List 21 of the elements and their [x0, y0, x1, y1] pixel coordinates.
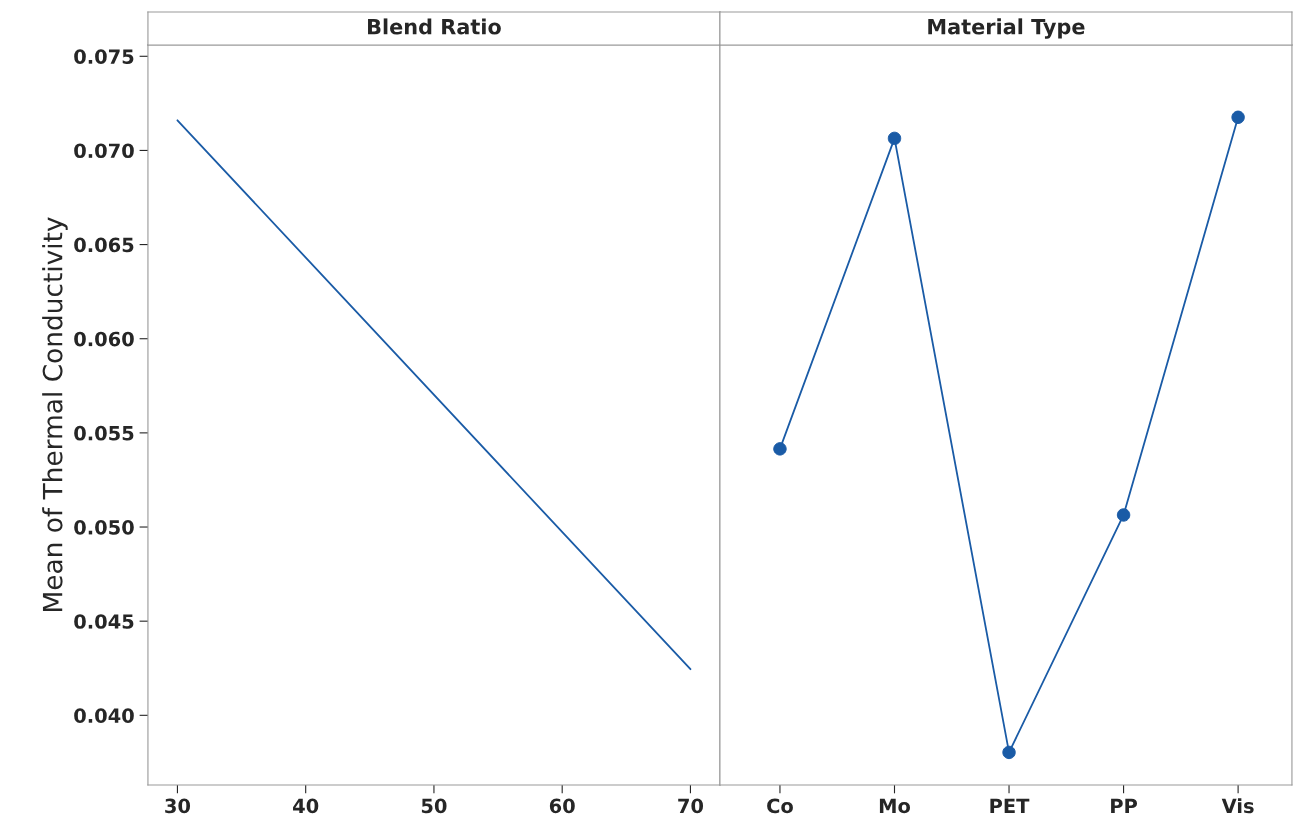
x-tick-label: Co — [767, 798, 793, 814]
y-tick-label: 0.040 — [74, 708, 134, 723]
x-tick-label: Mo — [879, 798, 911, 814]
y-tick-label: 0.045 — [74, 614, 134, 629]
y-tick-label: 0.075 — [74, 49, 134, 64]
y-tick-label: 0.070 — [74, 143, 134, 159]
x-tick-label: 70 — [678, 798, 704, 814]
y-tick-label: 0.050 — [74, 519, 134, 535]
x-tick-label: 40 — [293, 798, 319, 814]
y-tick-label: 0.065 — [74, 237, 134, 253]
x-tick-label: Vis — [1221, 798, 1254, 814]
y-axis-title: Mean of Thermal Conductivity — [42, 217, 68, 611]
chart-title: Blend Ratio — [368, 18, 501, 35]
x-tick-label: PET — [990, 798, 1030, 813]
x-tick-label: PP — [1111, 798, 1138, 813]
chart-title: Material Type — [928, 18, 1085, 39]
y-tick-label: 0.055 — [74, 425, 134, 441]
y-tick-label: 0.060 — [74, 331, 134, 347]
x-tick-label: 50 — [421, 798, 447, 814]
x-tick-label: 60 — [549, 798, 575, 814]
x-tick-label: 30 — [165, 798, 191, 814]
